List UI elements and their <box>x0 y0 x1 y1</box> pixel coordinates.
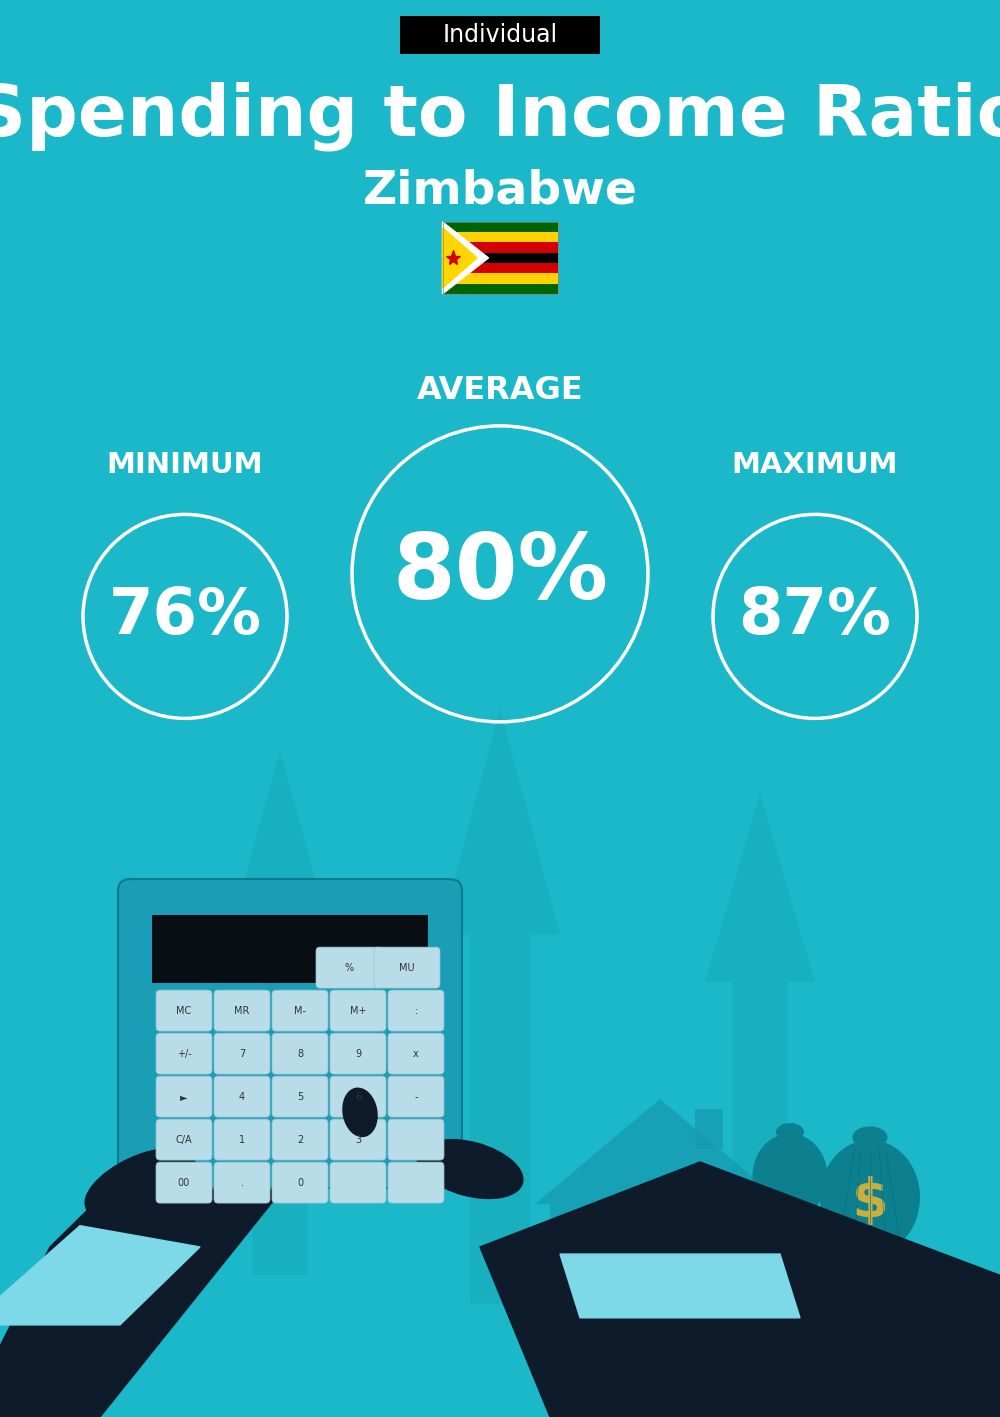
FancyBboxPatch shape <box>156 1119 212 1161</box>
Bar <box>442 232 558 242</box>
Text: Spending to Income Ratio: Spending to Income Ratio <box>0 81 1000 152</box>
FancyBboxPatch shape <box>272 1033 328 1074</box>
Text: :: : <box>414 1006 418 1016</box>
Text: C/A: C/A <box>176 1135 192 1145</box>
FancyBboxPatch shape <box>330 1119 386 1161</box>
FancyBboxPatch shape <box>388 1033 444 1074</box>
FancyBboxPatch shape <box>388 1119 444 1161</box>
Ellipse shape <box>753 1134 828 1219</box>
FancyBboxPatch shape <box>374 947 440 988</box>
Text: M-: M- <box>294 1006 306 1016</box>
Text: MR: MR <box>234 1006 250 1016</box>
Polygon shape <box>535 1100 785 1204</box>
Bar <box>702 1274 778 1284</box>
Ellipse shape <box>852 1127 888 1148</box>
Ellipse shape <box>416 1139 524 1199</box>
Text: 76%: 76% <box>108 585 262 648</box>
FancyBboxPatch shape <box>118 879 462 1187</box>
FancyBboxPatch shape <box>214 990 270 1032</box>
Text: -: - <box>414 1091 418 1101</box>
Text: 87%: 87% <box>739 585 891 648</box>
Text: 80%: 80% <box>392 530 608 618</box>
Text: MC: MC <box>176 1006 192 1016</box>
Ellipse shape <box>84 1148 196 1219</box>
Bar <box>576 1243 620 1284</box>
FancyBboxPatch shape <box>156 1162 212 1203</box>
Bar <box>550 1204 770 1339</box>
FancyBboxPatch shape <box>330 1162 386 1203</box>
Polygon shape <box>0 1020 350 1417</box>
Text: 7: 7 <box>239 1049 245 1058</box>
Polygon shape <box>225 751 335 1275</box>
FancyBboxPatch shape <box>272 1076 328 1117</box>
Text: %: % <box>344 962 354 972</box>
FancyBboxPatch shape <box>388 1162 444 1203</box>
Polygon shape <box>442 222 488 293</box>
Text: .: . <box>240 1178 244 1187</box>
Ellipse shape <box>342 1087 378 1138</box>
Text: Individual: Individual <box>442 24 558 47</box>
FancyBboxPatch shape <box>272 1119 328 1161</box>
Bar <box>442 252 558 264</box>
Text: 3: 3 <box>355 1135 361 1145</box>
FancyBboxPatch shape <box>214 1162 270 1203</box>
Text: M+: M+ <box>350 1006 366 1016</box>
FancyBboxPatch shape <box>330 1033 386 1074</box>
Text: AVERAGE: AVERAGE <box>417 376 583 405</box>
Text: ►: ► <box>180 1091 188 1101</box>
Polygon shape <box>442 228 477 288</box>
Text: MINIMUM: MINIMUM <box>107 452 263 479</box>
Text: 6: 6 <box>355 1091 361 1101</box>
Ellipse shape <box>820 1139 920 1255</box>
Text: 0: 0 <box>297 1178 303 1187</box>
Text: 2: 2 <box>297 1135 303 1145</box>
FancyBboxPatch shape <box>272 1162 328 1203</box>
Text: +/-: +/- <box>177 1049 191 1058</box>
FancyBboxPatch shape <box>156 1076 212 1117</box>
Text: x: x <box>413 1049 419 1058</box>
Bar <box>442 283 558 293</box>
Ellipse shape <box>776 1124 804 1141</box>
Bar <box>442 264 558 273</box>
Bar <box>152 915 428 983</box>
Text: MU: MU <box>399 962 415 972</box>
FancyBboxPatch shape <box>400 17 600 54</box>
FancyBboxPatch shape <box>316 947 382 988</box>
Bar <box>442 222 558 232</box>
Bar <box>442 242 558 252</box>
FancyBboxPatch shape <box>156 990 212 1032</box>
Polygon shape <box>705 794 815 1289</box>
FancyBboxPatch shape <box>388 990 444 1032</box>
Text: 1: 1 <box>239 1135 245 1145</box>
Polygon shape <box>440 708 560 1304</box>
FancyBboxPatch shape <box>214 1119 270 1161</box>
Polygon shape <box>0 1226 200 1325</box>
Text: 9: 9 <box>355 1049 361 1058</box>
Bar <box>442 273 558 283</box>
Bar <box>702 1292 778 1302</box>
FancyBboxPatch shape <box>388 1076 444 1117</box>
FancyBboxPatch shape <box>156 1033 212 1074</box>
Text: $: $ <box>852 1176 888 1229</box>
Text: 5: 5 <box>297 1091 303 1101</box>
Text: 4: 4 <box>239 1091 245 1101</box>
Text: 8: 8 <box>297 1049 303 1058</box>
FancyBboxPatch shape <box>214 1033 270 1074</box>
Bar <box>442 222 558 293</box>
Text: 00: 00 <box>178 1178 190 1187</box>
FancyBboxPatch shape <box>330 990 386 1032</box>
Bar <box>702 1301 778 1311</box>
FancyBboxPatch shape <box>330 1076 386 1117</box>
Bar <box>702 1282 778 1292</box>
Bar <box>695 1110 723 1149</box>
Polygon shape <box>480 1162 1000 1417</box>
FancyBboxPatch shape <box>272 990 328 1032</box>
Bar <box>700 1243 744 1284</box>
Bar <box>638 1267 683 1339</box>
Text: Zimbabwe: Zimbabwe <box>363 169 637 214</box>
FancyBboxPatch shape <box>214 1076 270 1117</box>
Text: MAXIMUM: MAXIMUM <box>732 452 898 479</box>
Polygon shape <box>560 1254 800 1318</box>
